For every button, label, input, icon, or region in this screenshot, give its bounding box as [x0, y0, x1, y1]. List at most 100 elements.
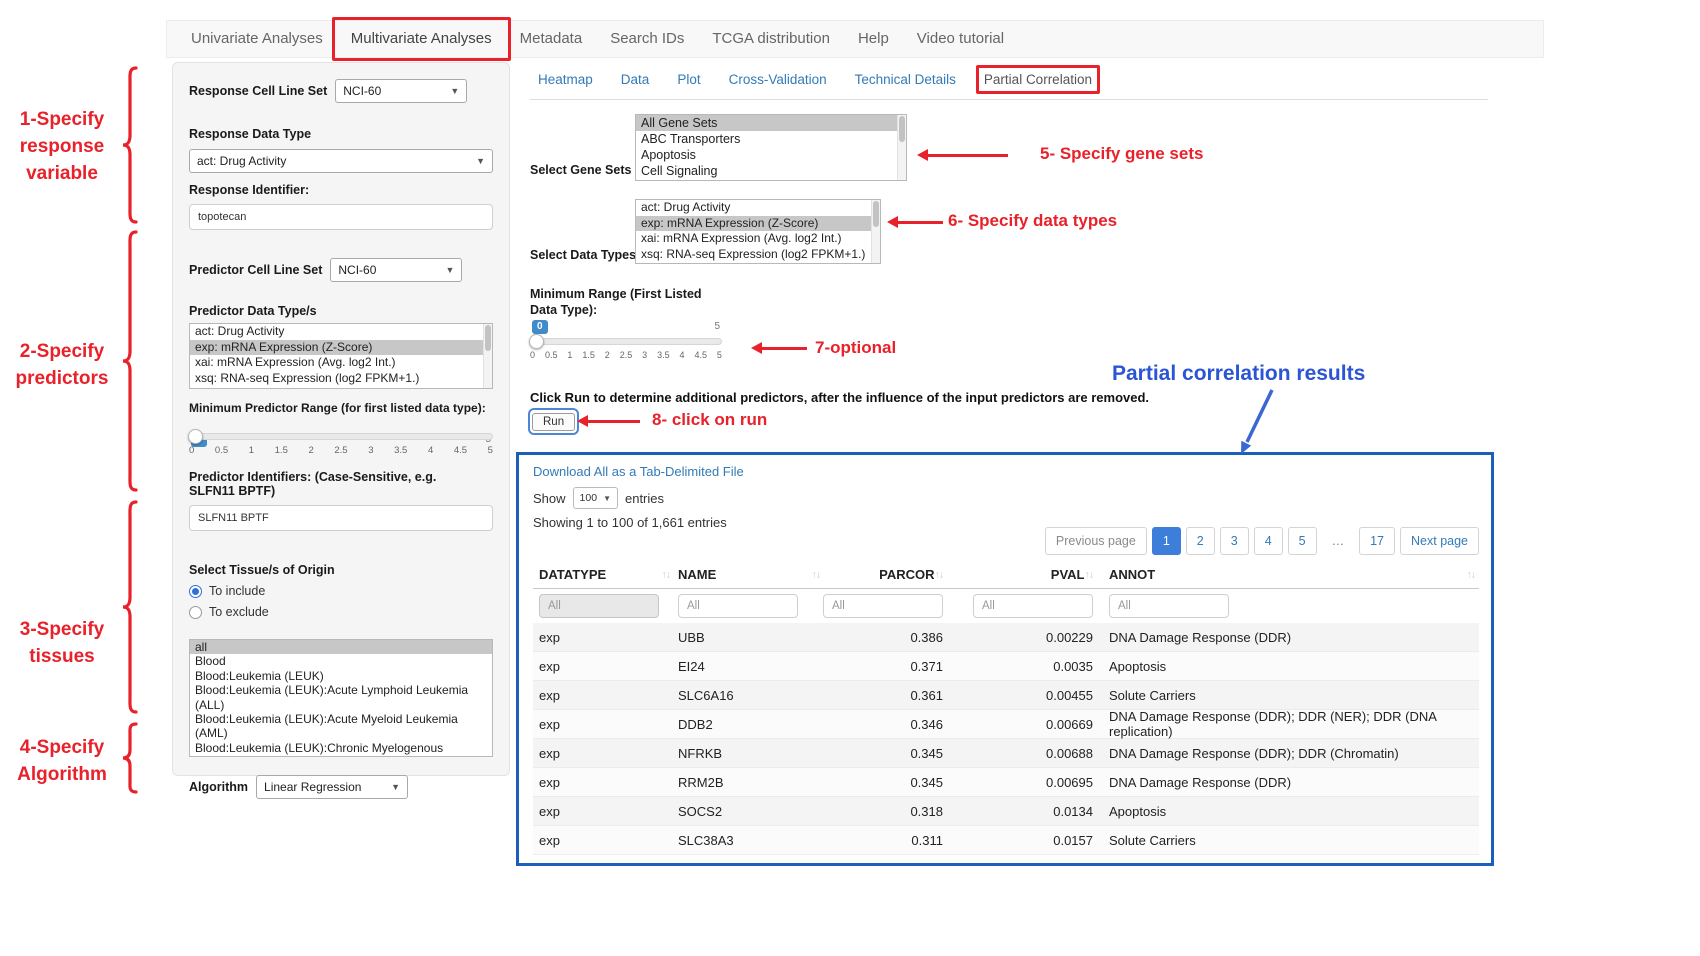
slider-ticks: 0 0.5 1 1.5 2 2.5 3 3.5 4 4.5 5: [530, 350, 722, 360]
nav-video-tutorial[interactable]: Video tutorial: [916, 30, 1005, 47]
analysis-tabs: Heatmap Data Plot Cross-Validation Techn…: [538, 65, 1100, 94]
nav-multivariate-analyses[interactable]: Multivariate Analyses: [331, 17, 511, 61]
list-option-selected[interactable]: exp: mRNA Expression (Z-Score): [190, 339, 492, 355]
tab-heatmap[interactable]: Heatmap: [538, 72, 593, 87]
list-option[interactable]: ABC Transporters: [641, 132, 741, 146]
tab-technical-details[interactable]: Technical Details: [854, 72, 956, 87]
list-option-selected[interactable]: All Gene Sets: [636, 115, 906, 131]
response-data-type-select[interactable]: act: Drug Activity ▼: [189, 149, 493, 173]
column-header-name[interactable]: NAME ↑↓: [678, 567, 821, 582]
chevron-down-icon: ▼: [450, 86, 460, 96]
sort-icon[interactable]: ↑↓: [934, 568, 944, 581]
column-header-parcor[interactable]: PARCOR ↑↓: [879, 567, 944, 582]
pagination-ellipsis: …: [1321, 527, 1355, 555]
annotation-step6: 6- Specify data types: [948, 211, 1118, 230]
list-option[interactable]: xsq: RNA-seq Expression (log2 FPKM+1.): [195, 370, 420, 385]
data-types-listbox: act: Drug Activity exp: mRNA Expression …: [635, 199, 881, 264]
list-option[interactable]: Apoptosis: [641, 148, 696, 162]
table-row: exp EI24 0.371 0.0035 Apoptosis: [533, 652, 1479, 681]
control-sidebar: Response Cell Line Set NCI-60 ▼ Response …: [172, 62, 510, 799]
page-button-1[interactable]: 1: [1151, 527, 1181, 555]
predictor-cell-line-set-select[interactable]: NCI-60 ▼: [330, 258, 463, 282]
list-option[interactable]: xsq: RNA-seq Expression (log2 FPKM+1.): [641, 246, 866, 261]
nav-search-ids[interactable]: Search IDs: [610, 30, 685, 47]
page-button-3[interactable]: 3: [1219, 527, 1249, 555]
algorithm-select[interactable]: Linear Regression ▼: [256, 775, 409, 799]
algorithm-value: Linear Regression: [264, 780, 362, 794]
sort-icon[interactable]: ↑↓: [1084, 568, 1094, 581]
list-option-selected[interactable]: all: [190, 640, 492, 655]
list-option[interactable]: Blood:Leukemia (LEUK):Acute Myeloid Leuk…: [195, 712, 458, 741]
annotation-step3: 3-Specify tissues: [19, 619, 105, 667]
list-option[interactable]: xai: mRNA Expression (Avg. log2 Int.): [195, 355, 396, 369]
predictor-data-types-label: Predictor Data Type/s: [189, 304, 317, 318]
filter-input-name[interactable]: [678, 594, 798, 618]
page-size-select[interactable]: 100 ▼: [572, 487, 618, 509]
tab-cross-validation[interactable]: Cross-Validation: [728, 72, 827, 87]
column-header-annot[interactable]: ANNOT ↑↓: [1109, 567, 1476, 582]
column-header-datatype[interactable]: DATATYPE ↑↓: [539, 567, 671, 582]
scrollbar[interactable]: [871, 200, 880, 263]
table-row: exp RRM2B 0.345 0.00695 DNA Damage Response …: [533, 768, 1479, 797]
table-row: exp SLC6A16 0.361 0.00455 Solute Carriers: [533, 681, 1479, 710]
sort-icon[interactable]: ↑↓: [1466, 568, 1476, 581]
run-button[interactable]: Run: [532, 413, 576, 431]
sort-icon[interactable]: ↑↓: [661, 568, 671, 581]
tab-partial-correlation[interactable]: Partial Correlation: [975, 65, 1100, 94]
slider-track[interactable]: [188, 429, 493, 444]
previous-page-button[interactable]: Previous page: [1044, 527, 1147, 555]
radio-dot[interactable]: [189, 605, 202, 619]
list-option[interactable]: act: Drug Activity: [195, 324, 285, 338]
table-row: exp SOCS2 0.318 0.0134 Apoptosis: [533, 797, 1479, 826]
download-tab-delimited-link[interactable]: Download All as a Tab-Delimited File: [533, 464, 744, 479]
tab-data[interactable]: Data: [620, 72, 650, 87]
filter-input-datatype[interactable]: [539, 594, 659, 618]
next-page-button[interactable]: Next page: [1400, 527, 1479, 555]
chevron-down-icon: ▼: [445, 265, 455, 275]
scrollbar[interactable]: [897, 115, 906, 180]
nav-metadata[interactable]: Metadata: [519, 30, 583, 47]
list-option[interactable]: Blood:Leukemia (LEUK):Chronic Myelogenou…: [195, 740, 444, 756]
filter-input-parcor[interactable]: [823, 594, 943, 618]
nav-help[interactable]: Help: [857, 30, 889, 47]
slider-handle[interactable]: [529, 334, 544, 349]
list-option-selected[interactable]: exp: mRNA Expression (Z-Score): [636, 215, 880, 231]
scrollbar[interactable]: [483, 324, 492, 388]
list-option[interactable]: act: Drug Activity: [641, 200, 731, 214]
annotation-bracket-4: [122, 722, 138, 794]
radio-to-include[interactable]: To include: [189, 584, 493, 598]
list-option[interactable]: Blood:Leukemia (LEUK):Acute Lymphoid Leu…: [195, 683, 469, 712]
predictor-cell-line-set-label: Predictor Cell Line Set: [189, 263, 323, 277]
table-header-row: DATATYPE ↑↓ NAME ↑↓ PARCOR ↑↓ PVAL ↑↓ ANNOT ↑…: [533, 561, 1479, 589]
slider-track[interactable]: [529, 334, 722, 349]
page-button-2[interactable]: 2: [1185, 527, 1215, 555]
response-cell-line-set-select[interactable]: NCI-60 ▼: [335, 79, 468, 103]
column-header-pval[interactable]: PVAL ↑↓: [1050, 567, 1094, 582]
gene-sets-label: Select Gene Sets: [530, 163, 632, 177]
sort-icon[interactable]: ↑↓: [811, 568, 821, 581]
list-option[interactable]: xai: mRNA Expression (Avg. log2 Int.): [641, 231, 842, 245]
radio-dot-selected[interactable]: [189, 584, 202, 598]
response-identifier-input[interactable]: [189, 204, 493, 230]
tab-plot[interactable]: Plot: [677, 72, 701, 87]
list-option[interactable]: Blood:Leukemia (LEUK): [195, 668, 324, 683]
response-cell-line-set-label: Response Cell Line Set: [189, 84, 328, 98]
radio-to-exclude[interactable]: To exclude: [189, 605, 493, 619]
page-button-4[interactable]: 4: [1253, 527, 1283, 555]
predictor-identifiers-label: Predictor Identifiers: (Case-Sensitive, …: [189, 470, 437, 498]
slider-ticks: 0 0.5 1 1.5 2 2.5 3 3.5 4 4.5 5: [189, 445, 493, 456]
predictor-identifiers-input[interactable]: [189, 505, 493, 531]
nav-univariate-analyses[interactable]: Univariate Analyses: [191, 30, 323, 47]
list-option[interactable]: Blood: [195, 654, 226, 669]
show-entries-row: Show 100 ▼ entries: [533, 487, 664, 509]
nav-tcga-distribution[interactable]: TCGA distribution: [712, 30, 830, 47]
page-button-5[interactable]: 5: [1287, 527, 1317, 555]
entries-label: entries: [624, 490, 665, 506]
filter-input-annot[interactable]: [1109, 594, 1229, 618]
list-option[interactable]: Cell Signaling: [641, 164, 718, 178]
slider-handle[interactable]: [188, 429, 203, 444]
page-button-17[interactable]: 17: [1359, 527, 1396, 555]
filter-input-pval[interactable]: [973, 594, 1093, 618]
chevron-down-icon: ▼: [476, 156, 485, 166]
